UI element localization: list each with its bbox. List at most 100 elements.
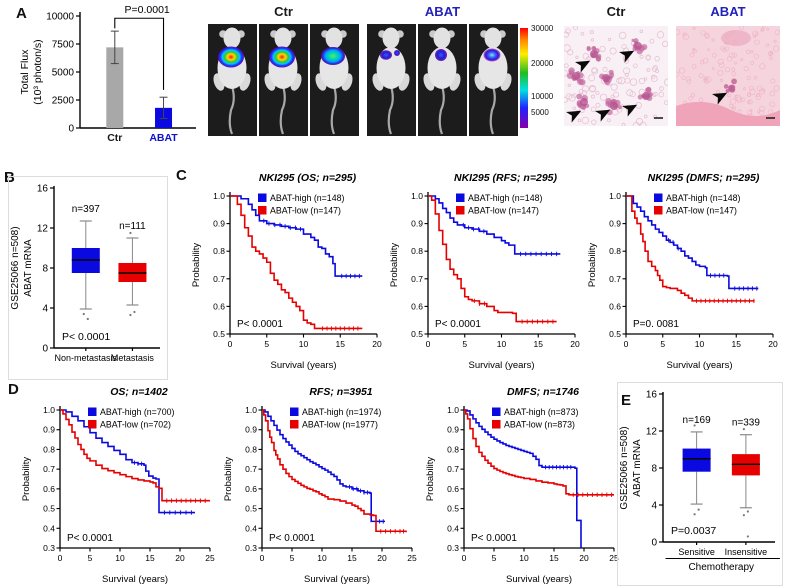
svg-text:NKI295 (DMFS; n=295): NKI295 (DMFS; n=295): [648, 172, 760, 184]
svg-text:15: 15: [732, 339, 742, 349]
svg-text:(10³ photon/s): (10³ photon/s): [32, 39, 44, 104]
svg-text:0: 0: [624, 339, 629, 349]
svg-text:10: 10: [115, 553, 125, 563]
svg-text:ABAT-low (n=702): ABAT-low (n=702): [100, 420, 171, 430]
panel-d-label: D: [8, 381, 19, 398]
svg-text:5: 5: [264, 339, 269, 349]
svg-text:0.8: 0.8: [43, 444, 55, 454]
svg-text:0.7: 0.7: [213, 274, 225, 284]
svg-text:0: 0: [426, 339, 431, 349]
svg-text:0.6: 0.6: [609, 301, 621, 311]
svg-text:P=0.0001: P=0.0001: [125, 4, 170, 16]
svg-text:ABAT-low (n=147): ABAT-low (n=147): [666, 206, 737, 216]
mice-titles: Ctr ABAT: [208, 4, 560, 24]
svg-text:10: 10: [497, 339, 507, 349]
svg-text:0.5: 0.5: [609, 329, 621, 339]
histology-ctr-image: [564, 26, 668, 126]
histology-titles: Ctr ABAT: [562, 4, 784, 24]
svg-text:10: 10: [299, 339, 309, 349]
svg-text:0.6: 0.6: [213, 301, 225, 311]
svg-text:20: 20: [372, 339, 382, 349]
svg-text:0.5: 0.5: [447, 504, 459, 514]
svg-text:12: 12: [37, 224, 49, 235]
svg-text:0.5: 0.5: [411, 329, 423, 339]
svg-text:n=397: n=397: [72, 204, 101, 215]
svg-text:1.0: 1.0: [609, 191, 621, 201]
panel-c-label: C: [176, 167, 187, 184]
svg-text:0.9: 0.9: [43, 425, 55, 435]
svg-text:Probability: Probability: [223, 457, 234, 502]
svg-text:16: 16: [37, 184, 49, 195]
svg-text:0.8: 0.8: [447, 444, 459, 454]
svg-text:n=169: n=169: [683, 415, 712, 426]
svg-text:ABAT-high (n=148): ABAT-high (n=148): [468, 193, 542, 203]
colorbar-label: 10000: [531, 92, 554, 101]
km-rfs: 0.3 0.4 0.5 0.6 0.7 0.8 0.9 1.0 0 5 10 15 20 25 Surviv…: [223, 386, 417, 585]
svg-text:20: 20: [579, 553, 589, 563]
svg-text:P< 0.0001: P< 0.0001: [237, 319, 283, 330]
svg-text:Survival (years): Survival (years): [102, 574, 168, 585]
colorbar-gradient: [520, 28, 528, 128]
svg-text:Total Flux: Total Flux: [19, 49, 31, 95]
svg-text:0.8: 0.8: [213, 246, 225, 256]
svg-text:10: 10: [519, 553, 529, 563]
svg-text:0.6: 0.6: [245, 484, 257, 494]
svg-text:NKI295 (OS; n=295): NKI295 (OS; n=295): [259, 172, 357, 184]
colorbar-label: 5000: [531, 108, 549, 117]
svg-text:0.8: 0.8: [609, 246, 621, 256]
svg-text:1.0: 1.0: [447, 405, 459, 415]
svg-text:RFS; n=3951: RFS; n=3951: [309, 386, 372, 398]
km-nki295-rfs: 0.5 0.6 0.7 0.8 0.9 1.0 0 5 10 15 20 Survival (year…: [389, 172, 580, 371]
svg-text:Metastasis: Metastasis: [111, 353, 155, 363]
mice-bioluminescence-panel: Ctr ABAT 30000 20000 10000 5000: [208, 4, 560, 156]
svg-text:Probability: Probability: [587, 243, 598, 288]
svg-text:P< 0.0001: P< 0.0001: [435, 319, 481, 330]
svg-text:Probability: Probability: [389, 243, 400, 288]
total-flux-bar-chart: 0 2500 5000 7500 10000 Total Flux (10³ photon/…: [19, 4, 196, 144]
metastasis-boxplot: 0 4 8 12 16 GSE25066 n=508) ABAT mRNA n=397 Non-…: [8, 176, 168, 380]
svg-text:Survival (years): Survival (years): [506, 574, 572, 585]
svg-text:0.9: 0.9: [411, 219, 423, 229]
svg-text:0.4: 0.4: [43, 523, 55, 533]
lung-histology-panel: Ctr ABAT: [562, 4, 784, 156]
svg-text:Survival (years): Survival (years): [469, 360, 535, 371]
svg-text:0: 0: [462, 553, 467, 563]
panel-b-label: B: [4, 169, 15, 186]
svg-text:25: 25: [609, 553, 619, 563]
svg-text:12: 12: [646, 427, 658, 438]
svg-text:5000: 5000: [52, 68, 75, 79]
km-os: 0.3 0.4 0.5 0.6 0.7 0.8 0.9 1.0 0 5 10 15 20 25 Surviv…: [21, 386, 215, 585]
svg-text:0: 0: [260, 553, 265, 563]
svg-text:25: 25: [205, 553, 215, 563]
svg-text:1.0: 1.0: [411, 191, 423, 201]
colorbar-label: 30000: [531, 24, 554, 33]
svg-text:5: 5: [492, 553, 497, 563]
svg-text:5: 5: [88, 553, 93, 563]
svg-text:0.7: 0.7: [411, 274, 423, 284]
svg-text:0.3: 0.3: [43, 543, 55, 553]
svg-text:25: 25: [407, 553, 417, 563]
intensity-colorbar: 30000 20000 10000 5000: [520, 24, 560, 136]
svg-text:Survival (years): Survival (years): [271, 360, 337, 371]
svg-text:Survival (years): Survival (years): [304, 574, 370, 585]
svg-text:1.0: 1.0: [43, 405, 55, 415]
mouse-image: [469, 24, 518, 136]
svg-text:P=0. 0081: P=0. 0081: [633, 319, 679, 330]
svg-text:10: 10: [695, 339, 705, 349]
svg-text:0.9: 0.9: [245, 425, 257, 435]
svg-text:20: 20: [768, 339, 778, 349]
svg-text:1.0: 1.0: [213, 191, 225, 201]
svg-text:P< 0.0001: P< 0.0001: [67, 533, 113, 544]
svg-text:Probability: Probability: [191, 243, 202, 288]
svg-text:0.7: 0.7: [43, 464, 55, 474]
svg-text:2500: 2500: [52, 96, 75, 107]
svg-text:ABAT-low (n=1977): ABAT-low (n=1977): [302, 420, 378, 430]
svg-text:0.6: 0.6: [447, 484, 459, 494]
svg-text:ABAT-high (n=700): ABAT-high (n=700): [100, 407, 174, 417]
svg-text:0: 0: [42, 344, 48, 355]
svg-text:0.9: 0.9: [609, 219, 621, 229]
svg-text:5: 5: [660, 339, 665, 349]
svg-text:0.4: 0.4: [245, 523, 257, 533]
svg-text:8: 8: [651, 464, 657, 475]
